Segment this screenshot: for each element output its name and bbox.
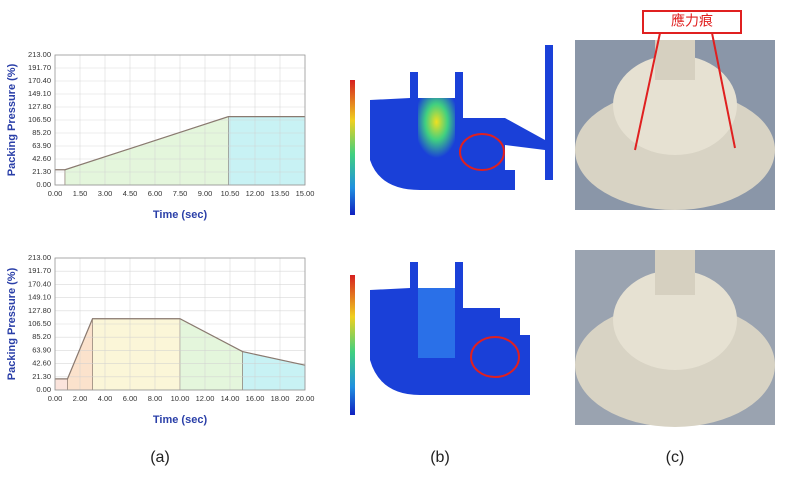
plot-frame — [54, 257, 306, 391]
x-tick-label: 13.50 — [271, 189, 290, 198]
x-tick-label: 18.00 — [271, 394, 290, 403]
x-tick-label: 2.00 — [73, 394, 88, 403]
y-tick-label: 0.00 — [36, 180, 51, 189]
x-tick-label: 4.00 — [98, 394, 113, 403]
y-tick-label: 21.30 — [32, 372, 51, 381]
x-axis-label: Time (sec) — [153, 414, 208, 426]
x-tick-label: 14.00 — [221, 394, 240, 403]
profile-line — [55, 318, 306, 380]
segment-area — [228, 116, 306, 186]
caption: (c) — [666, 449, 685, 466]
y-tick-label: 0.00 — [36, 385, 51, 394]
x-tick-label: 6.00 — [123, 394, 138, 403]
segment-area — [54, 378, 68, 391]
y-tick-label: 106.50 — [28, 115, 51, 124]
y-tick-label: 21.30 — [32, 167, 51, 176]
y-tick-label: 127.80 — [28, 102, 51, 111]
y-tick-label: 213.00 — [28, 50, 51, 59]
simulation-bottom — [350, 262, 530, 415]
x-tick-label: 10.00 — [171, 394, 190, 403]
y-tick-label: 170.40 — [28, 279, 51, 288]
y-tick-label: 85.20 — [32, 128, 51, 137]
x-tick-label: 12.00 — [196, 394, 215, 403]
x-tick-label: 16.00 — [246, 394, 265, 403]
y-tick-label: 42.60 — [32, 154, 51, 163]
x-tick-label: 9.00 — [198, 189, 213, 198]
y-tick-label: 170.40 — [28, 76, 51, 85]
x-tick-label: 15.00 — [296, 189, 315, 198]
x-tick-label: 6.00 — [148, 189, 163, 198]
x-tick-label: 12.00 — [246, 189, 265, 198]
x-tick-label: 0.00 — [48, 189, 63, 198]
y-tick-label: 127.80 — [28, 306, 51, 315]
x-tick-label: 20.00 — [296, 394, 315, 403]
y-axis-label: Packing Pressure (%) — [6, 267, 18, 380]
plot-frame — [54, 54, 306, 186]
x-tick-label: 7.50 — [173, 189, 188, 198]
segment-area — [92, 318, 181, 391]
y-axis-label: Packing Pressure (%) — [6, 63, 18, 176]
caption: (b) — [430, 449, 450, 466]
x-axis-label: Time (sec) — [153, 209, 208, 221]
y-tick-label: 42.60 — [32, 359, 51, 368]
caption: (a) — [150, 449, 170, 466]
y-tick-label: 149.10 — [28, 293, 51, 302]
x-tick-label: 1.50 — [73, 189, 88, 198]
x-tick-label: 0.00 — [48, 394, 63, 403]
y-tick-label: 191.70 — [28, 266, 51, 275]
y-tick-label: 85.20 — [32, 332, 51, 341]
y-tick-label: 149.10 — [28, 89, 51, 98]
simulation-top — [350, 45, 553, 215]
photo-top: 應力痕 — [575, 10, 775, 210]
x-tick-label: 4.50 — [123, 189, 138, 198]
photo-bottom — [575, 250, 775, 427]
y-tick-label: 63.90 — [32, 345, 51, 354]
x-tick-label: 10.50 — [221, 189, 240, 198]
x-tick-label: 3.00 — [98, 189, 113, 198]
y-tick-label: 106.50 — [28, 319, 51, 328]
y-tick-label: 191.70 — [28, 63, 51, 72]
y-tick-label: 63.90 — [32, 141, 51, 150]
x-tick-label: 8.00 — [148, 394, 163, 403]
y-tick-label: 213.00 — [28, 253, 51, 262]
annotation: 應力痕 — [671, 13, 713, 29]
profile-line — [55, 116, 305, 171]
